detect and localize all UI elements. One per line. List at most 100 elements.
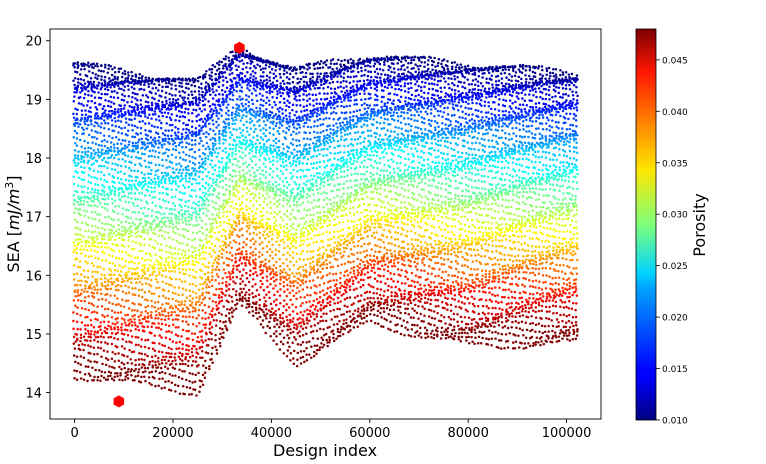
- scatter-point: [120, 280, 124, 284]
- scatter-point: [96, 65, 99, 68]
- scatter-point: [288, 112, 292, 115]
- scatter-point: [202, 250, 205, 254]
- scatter-point: [84, 222, 88, 225]
- scatter-point: [238, 214, 241, 217]
- scatter-point: [294, 120, 298, 123]
- scatter-point: [235, 188, 239, 192]
- scatter-point: [267, 290, 271, 294]
- scatter-point: [173, 247, 177, 250]
- scatter-point: [124, 299, 128, 303]
- scatter-point: [187, 256, 190, 260]
- scatter-point: [105, 85, 109, 89]
- scatter-point: [101, 226, 104, 230]
- scatter-point: [107, 215, 111, 218]
- scatter-point: [74, 207, 77, 210]
- scatter-point: [308, 279, 312, 283]
- scatter-point: [279, 278, 282, 281]
- scatter-point: [193, 163, 197, 166]
- scatter-point: [272, 276, 275, 279]
- scatter-point: [194, 246, 197, 250]
- scatter-point: [217, 117, 220, 120]
- scatter-point: [222, 137, 225, 141]
- scatter-point: [241, 162, 245, 166]
- scatter-point: [224, 122, 227, 125]
- scatter-point: [222, 130, 225, 134]
- scatter-point: [207, 154, 210, 158]
- scatter-point: [114, 285, 118, 288]
- scatter-point: [123, 318, 126, 322]
- scatter-point: [272, 159, 275, 162]
- scatter-point: [117, 115, 120, 119]
- scatter-point: [295, 127, 299, 131]
- scatter-point: [181, 293, 184, 297]
- scatter-point: [273, 100, 276, 104]
- scatter-point: [160, 370, 164, 374]
- scatter-point: [164, 137, 167, 141]
- scatter-point: [107, 77, 111, 80]
- scatter-point: [194, 254, 198, 257]
- scatter-point: [106, 374, 110, 378]
- scatter-point: [99, 347, 103, 350]
- scatter-point: [244, 80, 247, 83]
- scatter-point: [176, 102, 180, 105]
- scatter-point: [218, 142, 221, 145]
- scatter-point: [167, 314, 170, 317]
- scatter-point: [254, 142, 257, 145]
- scatter-point: [288, 77, 291, 81]
- scatter-point: [296, 281, 300, 285]
- scatter-point: [233, 139, 237, 143]
- scatter-point: [150, 154, 153, 158]
- scatter-point: [195, 216, 198, 219]
- scatter-point: [116, 81, 119, 85]
- scatter-point: [157, 260, 160, 264]
- scatter-point: [136, 336, 140, 339]
- scatter-point: [228, 223, 231, 226]
- scatter-point: [231, 98, 235, 102]
- scatter-point: [96, 77, 99, 81]
- scatter-point: [286, 322, 289, 326]
- scatter-point: [163, 237, 166, 240]
- scatter-point: [154, 317, 157, 320]
- scatter-point: [284, 131, 288, 135]
- scatter-point: [155, 210, 158, 214]
- scatter-point: [151, 322, 154, 325]
- scatter-point: [237, 76, 241, 79]
- scatter-point: [305, 220, 308, 223]
- scatter-point: [130, 179, 134, 183]
- scatter-point: [133, 92, 137, 96]
- scatter-point: [308, 62, 312, 66]
- scatter-point: [72, 193, 76, 197]
- scatter-point: [299, 195, 303, 199]
- scatter-point: [146, 311, 150, 315]
- scatter-point: [150, 209, 154, 212]
- scatter-point: [292, 216, 296, 219]
- scatter-point: [167, 129, 170, 133]
- scatter-point: [190, 393, 194, 396]
- scatter-point: [295, 364, 299, 368]
- scatter-point: [136, 256, 139, 259]
- scatter-point: [303, 109, 306, 113]
- scatter-point: [95, 62, 99, 65]
- scatter-point: [93, 249, 96, 252]
- scatter-point: [160, 121, 163, 125]
- scatter-point: [79, 119, 82, 122]
- scatter-point: [100, 122, 103, 125]
- scatter-point: [191, 301, 194, 304]
- scatter-point: [91, 270, 94, 274]
- scatter-point: [131, 201, 135, 205]
- scatter-point: [281, 321, 285, 325]
- scatter-point: [245, 299, 248, 303]
- scatter-point: [264, 181, 268, 185]
- scatter-point: [89, 168, 92, 171]
- scatter-point: [76, 362, 80, 365]
- scatter-point: [238, 60, 241, 63]
- scatter-point: [222, 100, 226, 104]
- scatter-point: [218, 180, 222, 184]
- scatter-point: [214, 139, 217, 142]
- scatter-point: [100, 86, 103, 89]
- scatter-point: [285, 258, 288, 261]
- scatter-point: [169, 355, 173, 359]
- scatter-point: [265, 139, 268, 143]
- scatter-point: [190, 206, 194, 210]
- scatter-point: [180, 280, 184, 283]
